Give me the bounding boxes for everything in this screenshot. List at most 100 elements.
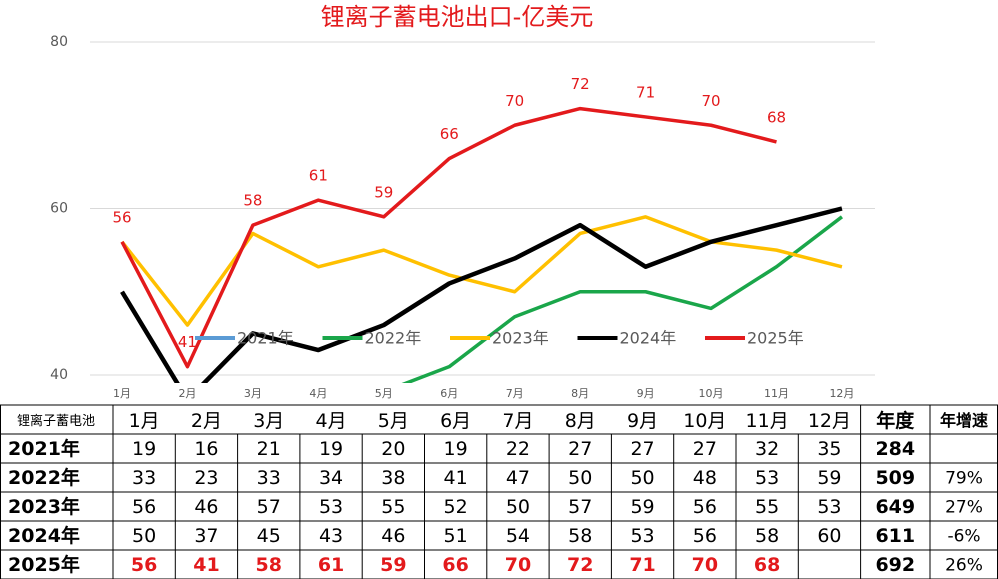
x-tick-label: 8月: [571, 387, 589, 400]
table-cell: 21: [257, 438, 281, 460]
table-header: 3月: [253, 410, 284, 432]
table-cell: 19: [132, 438, 156, 460]
table-cell: 56: [131, 554, 157, 576]
table-header: 12月: [808, 410, 851, 432]
table-cell: 55: [755, 496, 779, 518]
x-tick-label: 6月: [440, 387, 458, 400]
x-tick-label: 10月: [699, 387, 724, 400]
table-cell: 56: [693, 525, 717, 547]
table-header: 4月: [316, 410, 347, 432]
table-cell: 46: [194, 496, 218, 518]
table-cell: 56: [132, 496, 156, 518]
table-cell: 53: [755, 467, 779, 489]
table-cell: 58: [755, 525, 779, 547]
x-tick-label: 7月: [506, 387, 524, 400]
table-cell: 60: [817, 525, 841, 547]
table-cell: 41: [444, 467, 468, 489]
table-header: 8月: [565, 410, 596, 432]
table-growth: 26%: [945, 556, 983, 576]
y-tick-label: 80: [50, 34, 68, 50]
table-cell: 57: [568, 496, 592, 518]
table-header: 10月: [683, 410, 726, 432]
table-cell: 53: [630, 525, 654, 547]
table-cell: 70: [692, 554, 718, 576]
table-cell: 53: [319, 496, 343, 518]
series-line: [120, 206, 843, 383]
table-cell: 52: [444, 496, 468, 518]
plot-area: [120, 106, 844, 383]
x-tick-label: 9月: [637, 387, 655, 400]
table-cell: 61: [318, 554, 344, 576]
chart-title: 锂离子蓄电池出口-亿美元: [321, 3, 594, 31]
table-cell: 47: [506, 467, 530, 489]
table-cell: 70: [505, 554, 531, 576]
table-cell: 50: [630, 467, 654, 489]
table-cell: 35: [817, 438, 841, 460]
table-header: 年增速: [940, 411, 988, 430]
table-cell: 20: [381, 438, 405, 460]
table-row-label: 2023年: [8, 495, 80, 518]
table-growth: 79%: [945, 469, 983, 489]
table-cell: 19: [319, 438, 343, 460]
table-cell: 16: [194, 438, 218, 460]
data-label: 61: [309, 167, 328, 185]
legend-label: 2025年: [747, 329, 804, 348]
table-cell: 59: [817, 467, 841, 489]
table-cell: 23: [194, 467, 218, 489]
table-cell: 27: [568, 438, 592, 460]
data-label: 56: [112, 208, 131, 226]
x-tick-label: 3月: [244, 387, 262, 400]
table-cell: 55: [381, 496, 405, 518]
data-label: 68: [767, 108, 786, 126]
x-tick-label: 2月: [178, 387, 196, 400]
table-cell: 32: [755, 438, 779, 460]
table-cell: 50: [132, 525, 156, 547]
data-label: 58: [243, 192, 262, 210]
table-cell: 68: [754, 554, 780, 576]
table-cell: 53: [817, 496, 841, 518]
series-line: [401, 215, 844, 383]
table-header: 7月: [502, 410, 533, 432]
table-total: 509: [875, 467, 915, 489]
data-label: 66: [440, 125, 459, 143]
legend-label: 2021年: [237, 329, 294, 348]
table-growth: 27%: [945, 498, 983, 518]
table-header: 2月: [191, 410, 222, 432]
x-tick-label: 12月: [829, 387, 854, 400]
table-header: 6月: [440, 410, 471, 432]
y-tick-label: 40: [50, 367, 68, 383]
table-header: 5月: [378, 410, 409, 432]
table-cell: 33: [257, 467, 281, 489]
table-total: 284: [875, 438, 915, 460]
table-cell: 22: [506, 438, 530, 460]
table-cell: 48: [693, 467, 717, 489]
x-tick-label: 11月: [764, 387, 789, 400]
table-header: 11月: [746, 410, 789, 432]
table-cell: 66: [442, 554, 468, 576]
table-cell: 58: [568, 525, 592, 547]
x-tick-label: 4月: [309, 387, 327, 400]
table-cell: 33: [132, 467, 156, 489]
data-label: 70: [505, 92, 524, 110]
table-cell: 56: [693, 496, 717, 518]
table-cell: 57: [257, 496, 281, 518]
table-total: 611: [875, 525, 915, 547]
table-total: 692: [875, 554, 915, 576]
x-tick-label: 5月: [375, 387, 393, 400]
table-row-label: 2021年: [8, 437, 80, 460]
table-total: 649: [875, 496, 915, 518]
table-header: 9月: [627, 410, 658, 432]
legend-label: 2022年: [365, 329, 422, 348]
table-cell: 71: [629, 554, 655, 576]
table-cell: 54: [506, 525, 530, 547]
table-cell: 51: [444, 525, 468, 547]
data-label: 72: [571, 75, 590, 93]
table-cell: 19: [444, 438, 468, 460]
table-cell: 27: [693, 438, 717, 460]
series-line: [120, 106, 777, 369]
table-cell: 59: [630, 496, 654, 518]
table-cell: 50: [506, 496, 530, 518]
table-cell: 46: [381, 525, 405, 547]
table-cell: 45: [257, 525, 281, 547]
